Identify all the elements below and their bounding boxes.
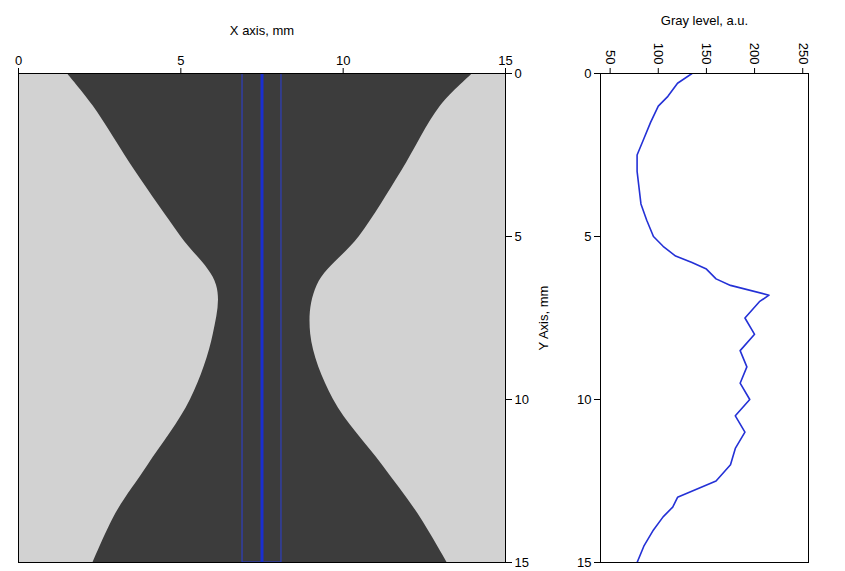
svg-text:0: 0 xyxy=(584,66,591,81)
svg-text:Gray level, a.u.: Gray level, a.u. xyxy=(661,13,748,28)
svg-text:10: 10 xyxy=(577,392,591,407)
svg-text:15: 15 xyxy=(515,555,529,570)
svg-text:50: 50 xyxy=(603,50,618,64)
svg-text:10: 10 xyxy=(336,53,350,68)
svg-text:5: 5 xyxy=(515,229,522,244)
svg-text:0: 0 xyxy=(515,66,522,81)
svg-text:Y Axis, mm: Y Axis, mm xyxy=(536,286,551,351)
svg-text:0: 0 xyxy=(15,53,22,68)
svg-text:100: 100 xyxy=(651,43,666,65)
svg-text:200: 200 xyxy=(747,43,762,65)
svg-text:5: 5 xyxy=(177,53,184,68)
svg-text:150: 150 xyxy=(699,43,714,65)
svg-text:X axis, mm: X axis, mm xyxy=(230,23,294,38)
svg-text:15: 15 xyxy=(498,53,512,68)
svg-text:10: 10 xyxy=(515,392,529,407)
svg-text:250: 250 xyxy=(796,43,811,65)
svg-text:15: 15 xyxy=(577,555,591,570)
svg-text:5: 5 xyxy=(584,229,591,244)
